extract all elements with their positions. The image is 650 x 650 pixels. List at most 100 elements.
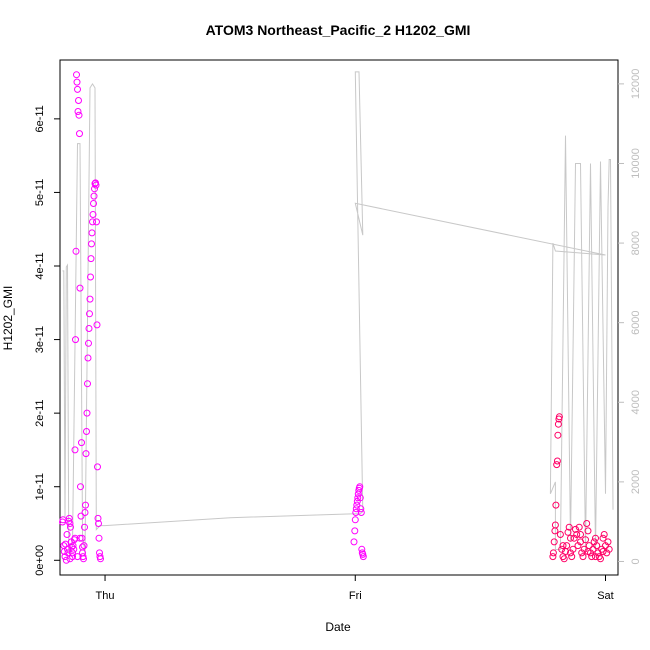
data-point <box>73 78 81 86</box>
data-point <box>97 555 104 563</box>
y2-tick-label: 6000 <box>630 310 642 334</box>
data-point <box>583 520 591 527</box>
data-point <box>81 523 88 531</box>
data-point <box>74 108 82 115</box>
data-point <box>352 505 360 513</box>
data-point <box>77 512 85 520</box>
data-point <box>549 549 557 557</box>
y2-tick-label: 4000 <box>630 390 642 414</box>
data-point <box>357 505 365 513</box>
data-point <box>579 553 587 561</box>
data-point <box>573 531 581 538</box>
data-point <box>90 200 97 207</box>
data-point <box>83 409 91 417</box>
data-point <box>75 97 82 104</box>
data-point <box>563 542 571 550</box>
data-point <box>71 446 79 454</box>
data-point <box>358 545 366 553</box>
data-point <box>95 534 103 542</box>
data-point <box>95 520 102 527</box>
data-point <box>74 553 81 561</box>
data-point <box>80 542 88 550</box>
data-point <box>86 310 93 318</box>
data-point <box>72 247 80 255</box>
data-point <box>356 483 364 491</box>
data-point <box>599 548 607 555</box>
data-point <box>78 439 85 447</box>
data-point <box>78 534 86 542</box>
data-point <box>89 218 96 226</box>
data-point <box>554 431 562 439</box>
data-point <box>90 192 98 200</box>
data-point <box>588 553 596 561</box>
data-point <box>560 555 568 563</box>
data-point <box>85 325 93 332</box>
data-point <box>604 538 612 546</box>
data-point <box>577 531 584 538</box>
data-point <box>575 523 583 531</box>
data-point <box>66 520 74 527</box>
data-point <box>85 339 92 347</box>
plot-area: 0e+00 1e-11 2e-11 3e-11 4e-11 5e-11 6e-11 0 2000… <box>34 59 642 602</box>
x-tick-label: Sat <box>597 590 614 602</box>
data-point <box>552 501 560 509</box>
data-point <box>62 556 70 564</box>
data-point <box>75 111 83 119</box>
y-tick-label: 0e+00 <box>34 545 46 576</box>
data-point <box>584 548 592 555</box>
y-tick-label: 5e-11 <box>34 179 46 206</box>
data-point <box>60 542 68 550</box>
data-point <box>73 71 80 79</box>
data-point <box>65 514 73 522</box>
x-tick-label: Fri <box>349 590 362 602</box>
data-point <box>63 531 71 538</box>
y2-tick-label: 12000 <box>630 69 642 100</box>
data-point <box>356 494 364 502</box>
data-point <box>94 514 102 522</box>
data-point <box>354 494 362 502</box>
chart-title: ATOM3 Northeast_Pacific_2 H1202_GMI <box>206 22 471 38</box>
data-point <box>82 450 90 458</box>
data-point <box>359 553 367 561</box>
data-point <box>74 85 81 93</box>
y2-tick-label: 8000 <box>630 231 642 255</box>
data-point <box>76 130 83 138</box>
data-point <box>70 545 78 553</box>
data-point <box>554 420 562 428</box>
data-point <box>564 528 572 536</box>
data-point <box>92 181 100 189</box>
data-point <box>88 229 96 237</box>
data-point <box>350 538 358 546</box>
data-point <box>568 553 576 561</box>
data-point <box>87 255 95 263</box>
data-point <box>555 413 563 421</box>
data-point <box>567 534 574 542</box>
data-point <box>94 463 101 471</box>
y-axis-label: H1202_GMI <box>1 286 15 351</box>
data-point <box>88 240 95 248</box>
data-point <box>71 534 79 542</box>
data-point <box>592 553 599 561</box>
data-point <box>72 336 79 344</box>
data-point <box>605 545 613 553</box>
y-tick-label: 6e-11 <box>34 105 46 132</box>
data-point <box>584 527 592 535</box>
data-point <box>64 549 72 557</box>
data-point <box>599 534 607 542</box>
data-point <box>76 534 84 542</box>
data-point <box>79 543 86 551</box>
data-point <box>351 516 359 524</box>
data-point <box>559 542 567 550</box>
data-point <box>551 521 559 529</box>
plot-frame <box>59 59 619 576</box>
data-point <box>84 380 91 388</box>
data-point <box>558 545 566 553</box>
data-point <box>600 531 608 538</box>
data-point <box>549 553 557 561</box>
data-point <box>593 542 601 550</box>
data-point <box>572 525 579 533</box>
y-tick-label: 2e-11 <box>34 399 46 426</box>
data-point <box>82 501 89 509</box>
data-point <box>553 461 561 469</box>
